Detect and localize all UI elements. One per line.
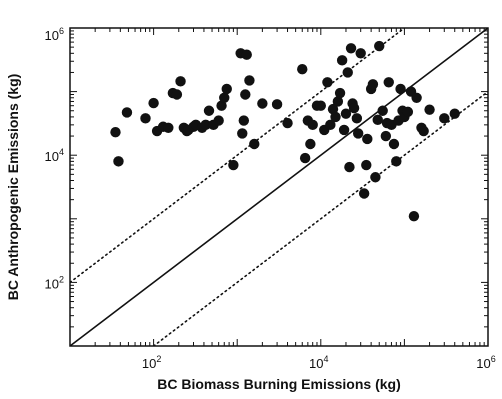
axis-ticks — [70, 28, 488, 346]
x-tick-label: 104 — [309, 354, 328, 371]
data-point — [221, 83, 232, 95]
y-tick-label: 102 — [45, 274, 64, 291]
data-point — [348, 102, 360, 114]
data-point — [121, 107, 133, 118]
data-point — [424, 104, 435, 115]
data-point — [338, 124, 350, 136]
data-point — [216, 100, 227, 111]
x-tick-label: 106 — [476, 354, 495, 371]
data-point — [391, 156, 402, 167]
data-point — [219, 92, 230, 103]
data-point — [113, 156, 124, 167]
plot-frame — [69, 27, 489, 347]
data-point — [352, 128, 364, 139]
data-point — [228, 159, 239, 171]
tick-labels: 102 104 106 102 104 106 — [45, 26, 496, 371]
y-axis-label: BC Anthropogenic Emissions (kg) — [5, 74, 21, 301]
data-point — [408, 210, 420, 222]
data-point — [411, 92, 422, 103]
data-point — [351, 113, 363, 124]
data-point — [282, 117, 293, 129]
data-point — [163, 122, 174, 133]
data-point — [383, 77, 394, 88]
data-point — [315, 100, 326, 111]
data-point — [238, 115, 250, 126]
data-point — [307, 119, 318, 131]
ratio-0.1x-line — [152, 90, 488, 346]
data-point — [148, 97, 159, 109]
data-point — [361, 159, 372, 171]
data-point — [372, 114, 383, 126]
data-point — [200, 119, 211, 131]
data-point — [140, 113, 151, 124]
data-point — [203, 105, 215, 116]
data-points — [110, 40, 460, 222]
data-point — [370, 172, 381, 183]
data-point — [330, 111, 341, 123]
x-tick-label: 102 — [142, 354, 161, 371]
data-point — [439, 113, 450, 124]
data-point — [240, 89, 251, 100]
data-point — [418, 125, 429, 137]
data-point — [345, 43, 357, 54]
reference-lines — [70, 28, 488, 346]
data-point — [334, 87, 346, 99]
data-point — [355, 48, 366, 59]
data-point — [367, 79, 379, 90]
data-point — [388, 138, 400, 150]
data-point — [332, 96, 344, 107]
data-point — [244, 75, 255, 86]
data-point — [237, 128, 248, 139]
data-point — [305, 138, 316, 150]
data-point — [175, 76, 186, 87]
data-point — [395, 83, 406, 95]
data-point — [344, 161, 355, 173]
data-point — [342, 67, 353, 78]
data-point — [377, 105, 388, 116]
data-point — [322, 77, 333, 88]
data-point — [257, 98, 268, 109]
x-axis-label: BC Biomass Burning Emissions (kg) — [157, 376, 400, 392]
data-point — [449, 108, 460, 119]
data-point — [362, 133, 373, 145]
data-point — [271, 99, 283, 110]
ratio-10x-line — [70, 28, 406, 284]
data-point — [297, 64, 308, 75]
data-point — [299, 152, 311, 164]
y-tick-label: 106 — [45, 26, 64, 43]
data-point — [171, 89, 183, 100]
data-point — [249, 138, 260, 150]
data-point — [336, 55, 348, 66]
data-point — [110, 126, 121, 138]
data-point — [358, 188, 370, 199]
data-point — [213, 115, 224, 126]
data-point — [380, 130, 392, 142]
data-point — [340, 108, 352, 119]
data-point — [374, 40, 385, 52]
data-point — [241, 49, 252, 60]
y-tick-label: 104 — [45, 147, 64, 164]
one-to-one-line — [70, 28, 488, 346]
data-point — [402, 106, 414, 118]
data-point — [325, 119, 336, 131]
